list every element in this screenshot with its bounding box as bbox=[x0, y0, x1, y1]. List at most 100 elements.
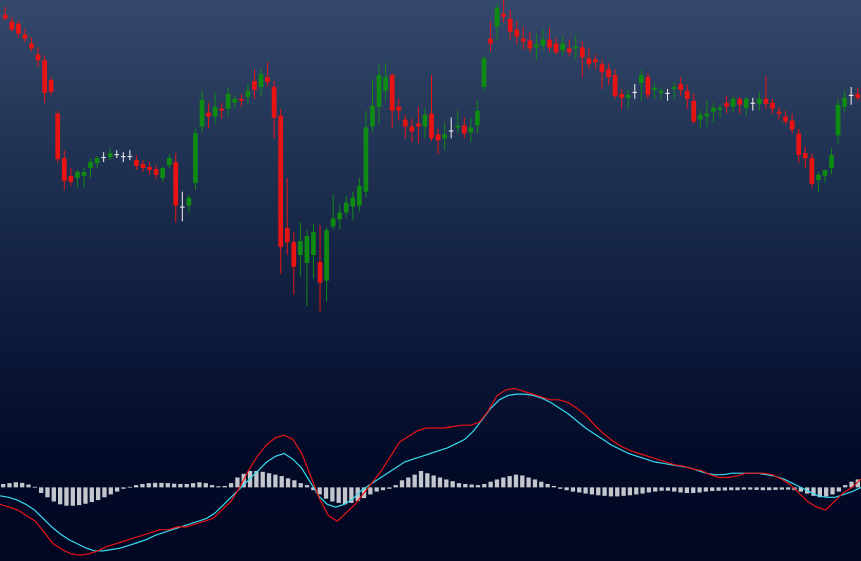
candle-body bbox=[481, 58, 487, 87]
histogram-bar bbox=[1, 483, 6, 488]
histogram-bar bbox=[222, 485, 227, 488]
histogram-bar bbox=[399, 480, 405, 488]
candle-body bbox=[593, 59, 598, 63]
histogram-bar bbox=[254, 470, 259, 488]
candle-body bbox=[29, 43, 34, 49]
candle bbox=[153, 165, 159, 179]
candle bbox=[796, 128, 802, 164]
histogram-bar bbox=[545, 483, 550, 488]
candle bbox=[593, 54, 598, 70]
candle bbox=[357, 177, 362, 212]
candle bbox=[730, 95, 736, 113]
histogram-bar bbox=[539, 481, 544, 488]
candle bbox=[389, 73, 395, 129]
candle-body bbox=[796, 133, 802, 156]
candle bbox=[835, 98, 841, 144]
candle-body bbox=[625, 94, 631, 98]
candle bbox=[855, 87, 861, 101]
candle bbox=[107, 148, 113, 161]
candle bbox=[409, 118, 415, 143]
histogram-bar bbox=[13, 482, 18, 488]
candle bbox=[402, 114, 408, 139]
histogram-bar bbox=[285, 478, 291, 488]
histogram-bar bbox=[336, 487, 341, 503]
candle-body bbox=[461, 125, 467, 134]
candle-body bbox=[750, 102, 756, 104]
candle bbox=[645, 73, 651, 99]
candle bbox=[48, 77, 54, 95]
candle-body bbox=[396, 106, 402, 111]
candle-body bbox=[802, 153, 808, 159]
candle bbox=[684, 84, 690, 109]
histogram-bar bbox=[589, 487, 595, 495]
candle-body bbox=[704, 113, 710, 117]
histogram-bar bbox=[640, 487, 645, 494]
candle-body bbox=[835, 104, 841, 136]
histogram-bar bbox=[716, 487, 721, 491]
histogram-bar bbox=[564, 487, 569, 491]
candle-body bbox=[599, 64, 605, 73]
candle bbox=[324, 227, 329, 302]
histogram-bar bbox=[127, 486, 132, 488]
candle bbox=[566, 39, 572, 57]
candle bbox=[330, 193, 336, 230]
candle-body bbox=[212, 106, 218, 117]
candle bbox=[271, 81, 277, 139]
histogram-bar bbox=[773, 487, 778, 490]
histogram-bar bbox=[691, 487, 696, 494]
candle bbox=[776, 106, 782, 120]
candle-body bbox=[304, 236, 310, 263]
candle-body bbox=[370, 105, 375, 127]
candle bbox=[258, 69, 264, 97]
histogram-bar bbox=[387, 487, 392, 489]
candle-body bbox=[238, 98, 244, 101]
candle bbox=[238, 93, 244, 107]
candle-body bbox=[855, 93, 861, 98]
histogram-bar bbox=[133, 485, 139, 488]
histogram-bar bbox=[830, 487, 835, 495]
candle bbox=[127, 150, 133, 161]
candle-body bbox=[671, 86, 677, 89]
candle-body bbox=[829, 155, 834, 168]
candle bbox=[455, 110, 461, 133]
candle-body bbox=[711, 107, 716, 112]
histogram-bar bbox=[311, 487, 316, 491]
candle-body bbox=[68, 175, 74, 182]
candle-body bbox=[665, 92, 670, 94]
candle bbox=[704, 100, 710, 127]
histogram-bar bbox=[735, 487, 740, 491]
candle bbox=[612, 69, 618, 99]
histogram-bar bbox=[494, 479, 500, 488]
histogram-bar bbox=[425, 473, 430, 488]
candle-body bbox=[55, 113, 61, 160]
candle bbox=[232, 94, 238, 109]
candle-body bbox=[547, 39, 552, 48]
histogram-bar bbox=[70, 487, 75, 506]
candle-body bbox=[265, 77, 270, 83]
histogram-bar bbox=[482, 483, 487, 488]
candle bbox=[632, 84, 638, 99]
candle bbox=[606, 63, 611, 85]
histogram-bar bbox=[450, 481, 455, 488]
candle bbox=[186, 194, 192, 213]
candle bbox=[120, 152, 126, 163]
histogram-bar bbox=[51, 487, 56, 502]
histogram-bar bbox=[171, 483, 177, 488]
histogram-bar bbox=[380, 487, 386, 491]
candle bbox=[42, 55, 47, 103]
histogram-bar bbox=[406, 477, 411, 488]
candle bbox=[245, 84, 251, 104]
candle-body bbox=[652, 87, 657, 90]
histogram-bar bbox=[798, 487, 804, 492]
histogram-bar bbox=[729, 487, 734, 491]
candle-body bbox=[193, 133, 198, 183]
candle-body bbox=[606, 69, 611, 78]
histogram-bar bbox=[83, 487, 88, 504]
candle-body bbox=[848, 94, 854, 96]
candle-body bbox=[343, 202, 349, 213]
histogram-bar bbox=[368, 487, 373, 495]
candle-body bbox=[468, 127, 474, 133]
histogram-bar bbox=[184, 483, 189, 488]
histogram-bar bbox=[817, 487, 823, 498]
histogram-bar bbox=[298, 483, 303, 488]
